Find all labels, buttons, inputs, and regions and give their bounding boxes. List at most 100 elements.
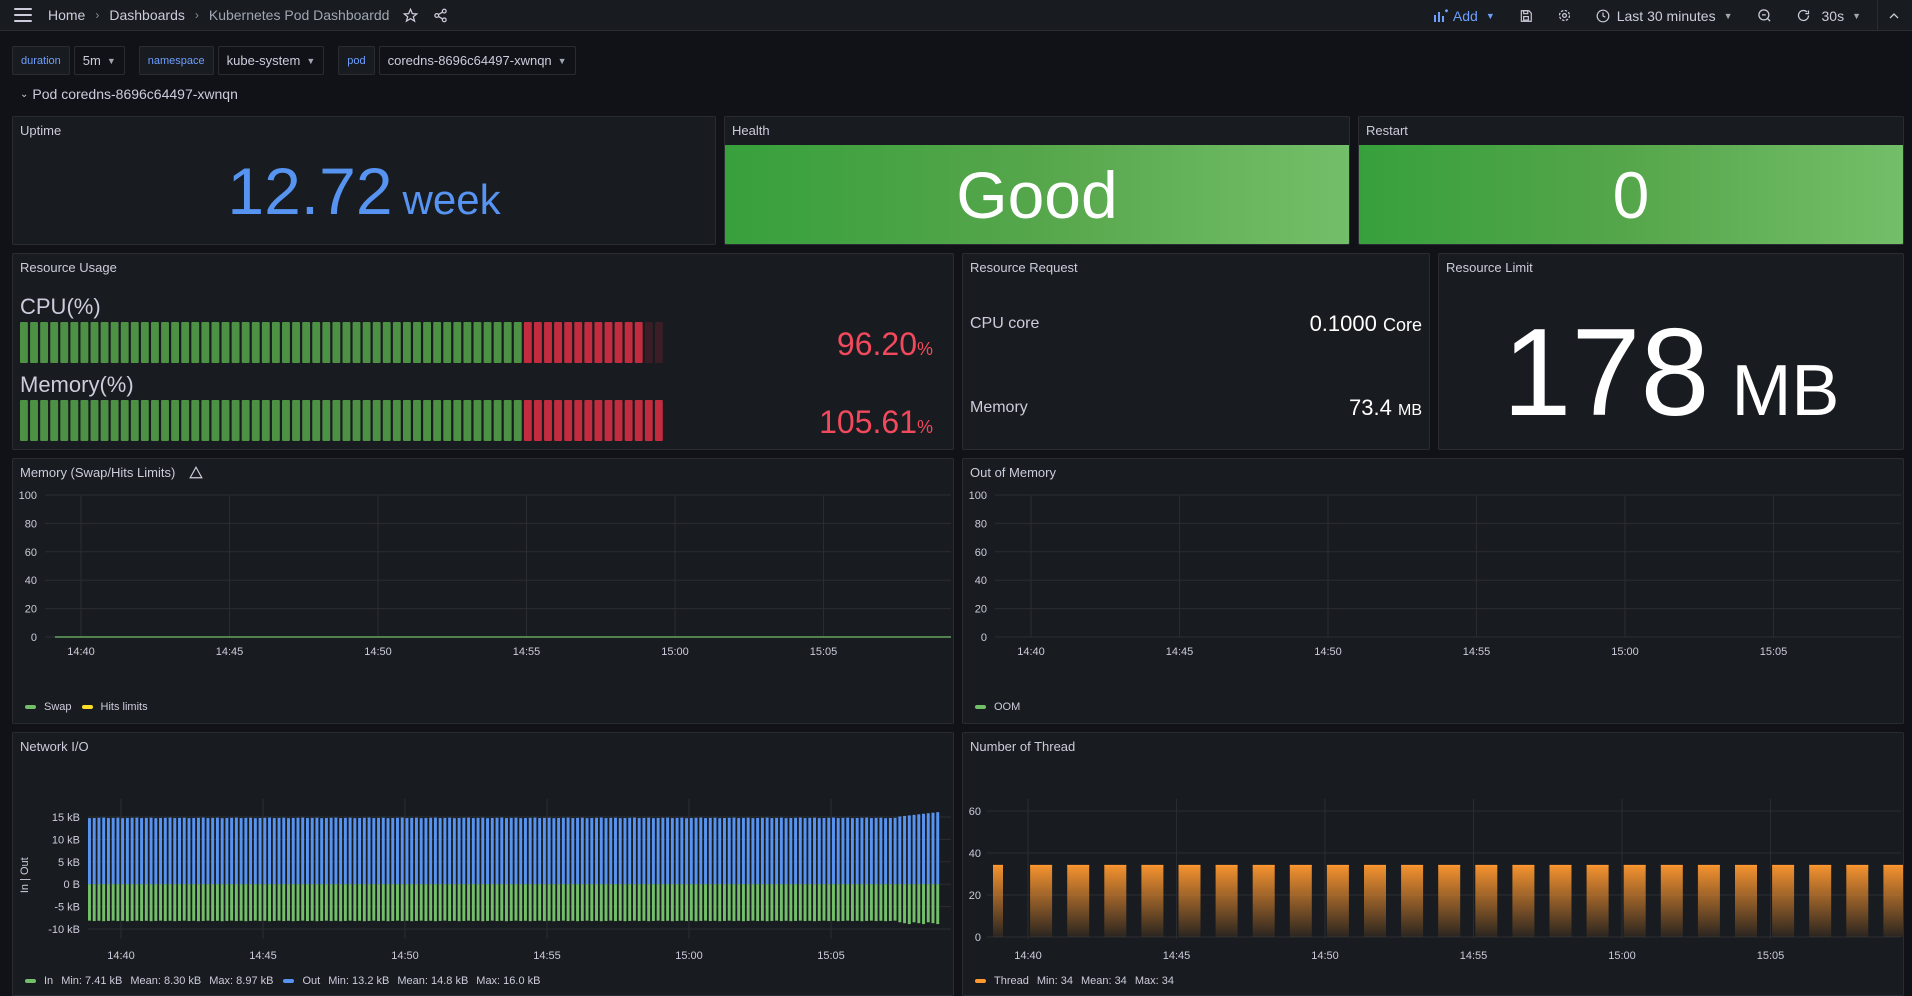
gauge-segment (70, 322, 79, 363)
x-tick-label: 15:00 (675, 950, 703, 962)
gauge-segment (261, 322, 270, 363)
gauge-segment (110, 322, 119, 363)
gauge-segment (513, 400, 522, 441)
in-bar (803, 884, 807, 922)
legend-item-out[interactable]: Out Min: 13.2 kB Mean: 14.8 kB Max: 16.0 kB (283, 975, 540, 987)
time-range-picker[interactable]: Last 30 minutes ▼ (1596, 8, 1733, 24)
zoom-out-icon[interactable] (1757, 8, 1772, 23)
out-bar (282, 817, 286, 885)
in-bar (263, 884, 267, 921)
var-select-namespace[interactable]: kube-system ▼ (217, 46, 325, 75)
y-tick-label: 0 B (63, 879, 80, 891)
var-value: coredns-8696c64497-xwnqn (387, 53, 552, 68)
out-bar (741, 817, 745, 885)
thread-bar (1660, 865, 1683, 937)
gauge-segment (382, 400, 391, 441)
thread-bar (1735, 865, 1757, 937)
memory-gauge-label: Memory(%) (20, 372, 134, 397)
gauge-segment (161, 322, 169, 363)
legend-label: Hits limits (100, 701, 148, 713)
var-select-duration[interactable]: 5m ▼ (73, 46, 125, 75)
out-bar (794, 817, 798, 885)
out-bar (353, 818, 357, 885)
gauge-segment (483, 400, 492, 441)
in-bar (751, 884, 755, 921)
out-bar (685, 818, 689, 885)
in-bar (187, 884, 191, 922)
dashboard-row-toggle[interactable]: ⌄ Pod coredns-8696c64497-xwnqn (20, 86, 238, 102)
legend-item-in[interactable]: In Min: 7.41 kB Mean: 8.30 kB Max: 8.97 kB (25, 975, 273, 987)
out-bar (869, 818, 873, 885)
y-tick-label: 0 (981, 632, 987, 644)
out-bar (846, 817, 850, 885)
var-select-pod[interactable]: coredns-8696c64497-xwnqn ▼ (378, 46, 576, 75)
in-bar (125, 884, 129, 922)
gauge-segment (433, 322, 442, 363)
gauge-segment (151, 400, 159, 441)
x-tick-label: 15:05 (810, 646, 838, 658)
save-icon[interactable] (1519, 9, 1533, 23)
add-button[interactable]: Add ▼ (1433, 8, 1495, 24)
var-label-pod: pod (338, 46, 375, 75)
memory-request-label: Memory (970, 399, 1028, 416)
out-bar (865, 817, 869, 885)
memory-unit: % (916, 417, 933, 437)
legend-item-hits-limits[interactable]: Hits limits (81, 701, 148, 713)
breadcrumb-home[interactable]: Home (48, 7, 86, 23)
in-bar (713, 884, 717, 921)
thread-bar (1438, 865, 1461, 937)
gauge-segment (302, 322, 311, 363)
out-bar (106, 818, 110, 885)
chevron-up-icon[interactable] (1888, 10, 1900, 22)
out-bar (566, 817, 570, 885)
x-tick-label: 14:45 (1163, 950, 1191, 962)
breadcrumb-dashboards[interactable]: Dashboards (109, 7, 185, 23)
memory-request-unit: MB (1398, 402, 1422, 419)
in-bar (855, 884, 859, 921)
uptime-value: 12.72 week (13, 153, 715, 229)
refresh-picker[interactable]: 30s ▼ (1796, 8, 1861, 24)
legend-label: Swap (44, 701, 72, 713)
out-bar (822, 817, 826, 885)
in-bar (258, 884, 262, 922)
star-icon[interactable] (401, 6, 419, 24)
share-icon[interactable] (431, 6, 449, 24)
legend-item-thread[interactable]: Thread Min: 34 Mean: 34 Max: 34 (975, 975, 1174, 987)
legend-item-oom[interactable]: OOM (975, 701, 1020, 713)
gauge-segment (50, 400, 59, 441)
in-bar (173, 884, 177, 922)
in-bar (135, 884, 139, 921)
gauge-segment (402, 322, 411, 363)
in-bar (850, 884, 854, 922)
in-bar (443, 884, 447, 921)
breadcrumb-separator-icon: › (95, 8, 100, 22)
in-bar (433, 884, 437, 922)
out-bar (798, 817, 802, 885)
chart-legend: Thread Min: 34 Mean: 34 Max: 34 (975, 975, 1184, 987)
gauge-segment (544, 400, 552, 441)
settings-gear-icon[interactable] (1557, 8, 1572, 23)
restart-value: 0 (1359, 145, 1903, 244)
gauge-segment (392, 400, 401, 441)
x-tick-label: 14:40 (107, 950, 135, 962)
out-bar (519, 818, 523, 885)
in-bar (737, 884, 741, 921)
menu-icon[interactable] (14, 8, 32, 22)
in-bar (220, 884, 224, 922)
gauge-segment (654, 322, 663, 363)
in-bar (727, 884, 731, 921)
in-bar (609, 884, 613, 921)
x-tick-label: 15:05 (1760, 646, 1788, 658)
memory-request-value: 73.4 MB (1349, 395, 1422, 421)
legend-min: Min: 13.2 kB (328, 975, 390, 987)
out-bar (836, 818, 840, 885)
out-bar (225, 817, 229, 885)
clock-icon (1596, 9, 1610, 22)
gauge-segment (362, 322, 371, 363)
in-bar (571, 884, 575, 921)
in-bar (396, 884, 399, 921)
legend-item-swap[interactable]: Swap (25, 701, 72, 713)
out-bar (552, 818, 556, 885)
thread-bar (1326, 865, 1349, 937)
x-tick-label: 14:45 (216, 646, 244, 658)
